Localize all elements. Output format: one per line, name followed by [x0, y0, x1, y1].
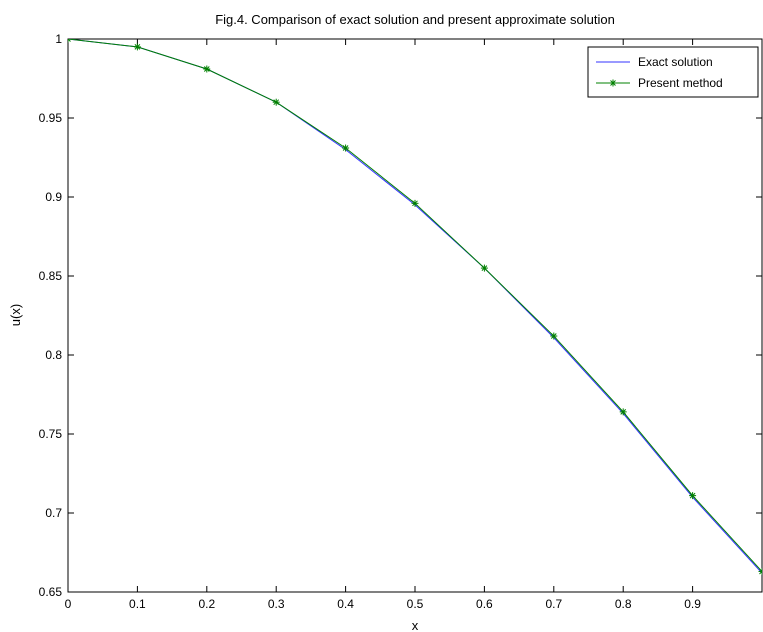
data-point-marker — [342, 144, 350, 152]
marker-stroke — [620, 409, 627, 415]
x-tick-label: 0.3 — [268, 597, 285, 611]
data-point-marker — [411, 199, 419, 207]
data-point-marker — [758, 567, 762, 575]
plot-area: 0 0.1 0.2 0.3 0.4 0.5 0.6 0.7 0.8 0.9 0.65 0.7 0.75 0… — [39, 32, 763, 611]
series-group — [68, 39, 762, 575]
x-tick-label: 0.6 — [476, 597, 493, 611]
y-tick-label: 0.7 — [45, 506, 62, 520]
marker-stroke — [342, 145, 349, 151]
x-axis-label: x — [412, 618, 419, 632]
y-tick-label: 0.85 — [39, 269, 63, 283]
marker-stroke — [759, 568, 762, 573]
legend-label-present-method: Present method — [638, 76, 723, 90]
legend-marker-present-method — [609, 79, 617, 87]
marker-stroke — [134, 44, 141, 50]
x-tick-label: 0.2 — [198, 597, 215, 611]
y-tick-label: 0.8 — [45, 348, 62, 362]
y-tick-label: 0.65 — [39, 585, 63, 599]
x-tick-label: 0 — [65, 597, 72, 611]
x-tick-label: 0.8 — [615, 597, 632, 611]
y-tick-label: 1 — [55, 32, 62, 46]
axes-box — [67, 38, 763, 593]
data-point-marker — [550, 332, 558, 340]
marker-stroke — [550, 333, 557, 339]
y-axis-label: u(x) — [8, 304, 23, 326]
y-tick-label: 0.75 — [39, 427, 63, 441]
marker-stroke — [273, 99, 280, 106]
data-point-marker — [133, 43, 141, 51]
marker-stroke — [68, 39, 71, 42]
marker-stroke — [689, 492, 696, 499]
data-point-marker — [203, 65, 211, 73]
marker-stroke — [481, 265, 488, 271]
y-tick-label: 0.95 — [39, 111, 63, 125]
x-tick-label: 0.1 — [129, 597, 146, 611]
y-tick-label: 0.9 — [45, 190, 62, 204]
marker-stroke — [412, 200, 418, 207]
legend-box — [587, 46, 759, 98]
x-tick-label: 0.9 — [684, 597, 701, 611]
x-tick-label: 0.4 — [337, 597, 354, 611]
legend-label-exact-solution: Exact solution — [638, 55, 713, 69]
marker-stroke — [203, 66, 210, 72]
x-tick-label: 0.5 — [407, 597, 424, 611]
data-point-marker — [68, 39, 72, 43]
data-point-marker — [619, 408, 627, 416]
marker-stroke — [610, 80, 616, 86]
legend: Exact solution Present method — [587, 46, 759, 98]
chart-title: Fig.4. Comparison of exact solution and … — [215, 12, 615, 27]
x-tick-label: 0.7 — [545, 597, 562, 611]
data-point-marker — [480, 264, 488, 272]
data-point-marker — [689, 492, 697, 500]
marker-stroke — [759, 570, 762, 575]
data-point-marker — [272, 98, 280, 106]
